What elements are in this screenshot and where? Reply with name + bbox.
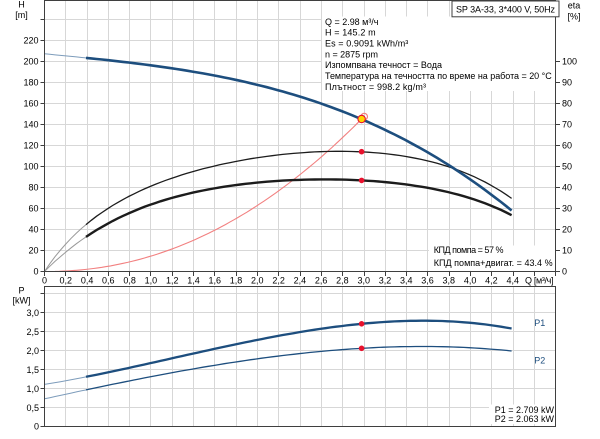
- svg-text:3,0: 3,0: [357, 276, 370, 286]
- svg-text:1,2: 1,2: [166, 276, 179, 286]
- svg-text:220: 220: [23, 36, 38, 46]
- svg-text:eta: eta: [568, 1, 581, 11]
- svg-text:3,2: 3,2: [379, 276, 392, 286]
- svg-text:10: 10: [562, 246, 572, 256]
- svg-text:70: 70: [562, 120, 572, 130]
- svg-text:40: 40: [562, 183, 572, 193]
- svg-text:[%]: [%]: [567, 12, 580, 22]
- svg-text:КПД помпа+двигат. = 43.4 %: КПД помпа+двигат. = 43.4 %: [434, 258, 553, 268]
- svg-text:60: 60: [28, 204, 38, 214]
- svg-text:Плътност = 998.2 kg/m³: Плътност = 998.2 kg/m³: [325, 82, 426, 92]
- svg-text:0,2: 0,2: [60, 276, 73, 286]
- svg-text:40: 40: [28, 225, 38, 235]
- svg-text:[kW]: [kW]: [13, 296, 31, 306]
- svg-text:P2: P2: [534, 356, 545, 366]
- svg-text:P2 = 2.063 kW: P2 = 2.063 kW: [495, 414, 555, 424]
- svg-text:3,4: 3,4: [400, 276, 413, 286]
- svg-text:1,4: 1,4: [187, 276, 200, 286]
- svg-text:0,4: 0,4: [81, 276, 94, 286]
- svg-text:H: H: [18, 0, 25, 10]
- svg-text:P1: P1: [534, 318, 545, 328]
- svg-text:0: 0: [33, 267, 38, 277]
- svg-text:0: 0: [34, 422, 39, 432]
- svg-text:[m]: [m]: [15, 10, 28, 20]
- svg-text:1,5: 1,5: [26, 365, 39, 375]
- svg-text:2,0: 2,0: [251, 276, 264, 286]
- svg-text:Es = 0.9091 kWh/m³: Es = 0.9091 kWh/m³: [325, 39, 408, 49]
- svg-text:20: 20: [562, 225, 572, 235]
- svg-text:2,6: 2,6: [315, 276, 328, 286]
- svg-text:60: 60: [562, 141, 572, 151]
- svg-text:160: 160: [23, 99, 38, 109]
- svg-text:50: 50: [562, 162, 572, 172]
- svg-text:0,8: 0,8: [123, 276, 136, 286]
- svg-text:90: 90: [562, 78, 572, 88]
- svg-text:200: 200: [23, 57, 38, 67]
- svg-text:4,4: 4,4: [506, 276, 519, 286]
- svg-text:120: 120: [23, 141, 38, 151]
- svg-text:2,0: 2,0: [26, 346, 39, 356]
- svg-text:3,6: 3,6: [421, 276, 434, 286]
- svg-text:1,0: 1,0: [145, 276, 158, 286]
- svg-text:0: 0: [42, 276, 47, 286]
- svg-text:0,6: 0,6: [102, 276, 115, 286]
- svg-text:P1 = 2.709 kW: P1 = 2.709 kW: [495, 405, 555, 415]
- svg-text:0,5: 0,5: [26, 403, 39, 413]
- svg-text:2,4: 2,4: [294, 276, 307, 286]
- svg-text:КПД помпа = 57 %: КПД помпа = 57 %: [434, 245, 504, 255]
- svg-text:H = 145.2 m: H = 145.2 m: [325, 28, 376, 38]
- svg-text:Температура на течността по вр: Температура на течността по време на раб…: [325, 71, 552, 81]
- svg-text:2,8: 2,8: [336, 276, 349, 286]
- svg-text:n = 2875 rpm: n = 2875 rpm: [325, 49, 378, 59]
- svg-text:1,6: 1,6: [208, 276, 221, 286]
- svg-text:P: P: [18, 285, 24, 295]
- svg-text:1,0: 1,0: [26, 384, 39, 394]
- svg-text:30: 30: [562, 204, 572, 214]
- svg-text:Изпомпвана течност = Вода: Изпомпвана течност = Вода: [325, 60, 442, 70]
- svg-text:Q = 2.98 м³/ч: Q = 2.98 м³/ч: [325, 17, 379, 27]
- svg-text:2,5: 2,5: [26, 327, 39, 337]
- svg-text:Q [м³/ч]: Q [м³/ч]: [525, 276, 554, 286]
- svg-text:180: 180: [23, 78, 38, 88]
- svg-text:20: 20: [28, 246, 38, 256]
- svg-text:0: 0: [562, 267, 567, 277]
- svg-text:3,0: 3,0: [26, 308, 39, 318]
- svg-text:100: 100: [23, 162, 38, 172]
- svg-text:100: 100: [562, 57, 577, 67]
- svg-text:3,8: 3,8: [443, 276, 456, 286]
- svg-text:SP 3A-33, 3*400 V, 50Hz: SP 3A-33, 3*400 V, 50Hz: [456, 4, 556, 14]
- svg-text:2,2: 2,2: [272, 276, 285, 286]
- svg-text:4,2: 4,2: [485, 276, 498, 286]
- svg-text:4,0: 4,0: [464, 276, 477, 286]
- svg-text:1,8: 1,8: [230, 276, 243, 286]
- svg-text:140: 140: [23, 120, 38, 130]
- svg-text:80: 80: [562, 99, 572, 109]
- svg-text:80: 80: [28, 183, 38, 193]
